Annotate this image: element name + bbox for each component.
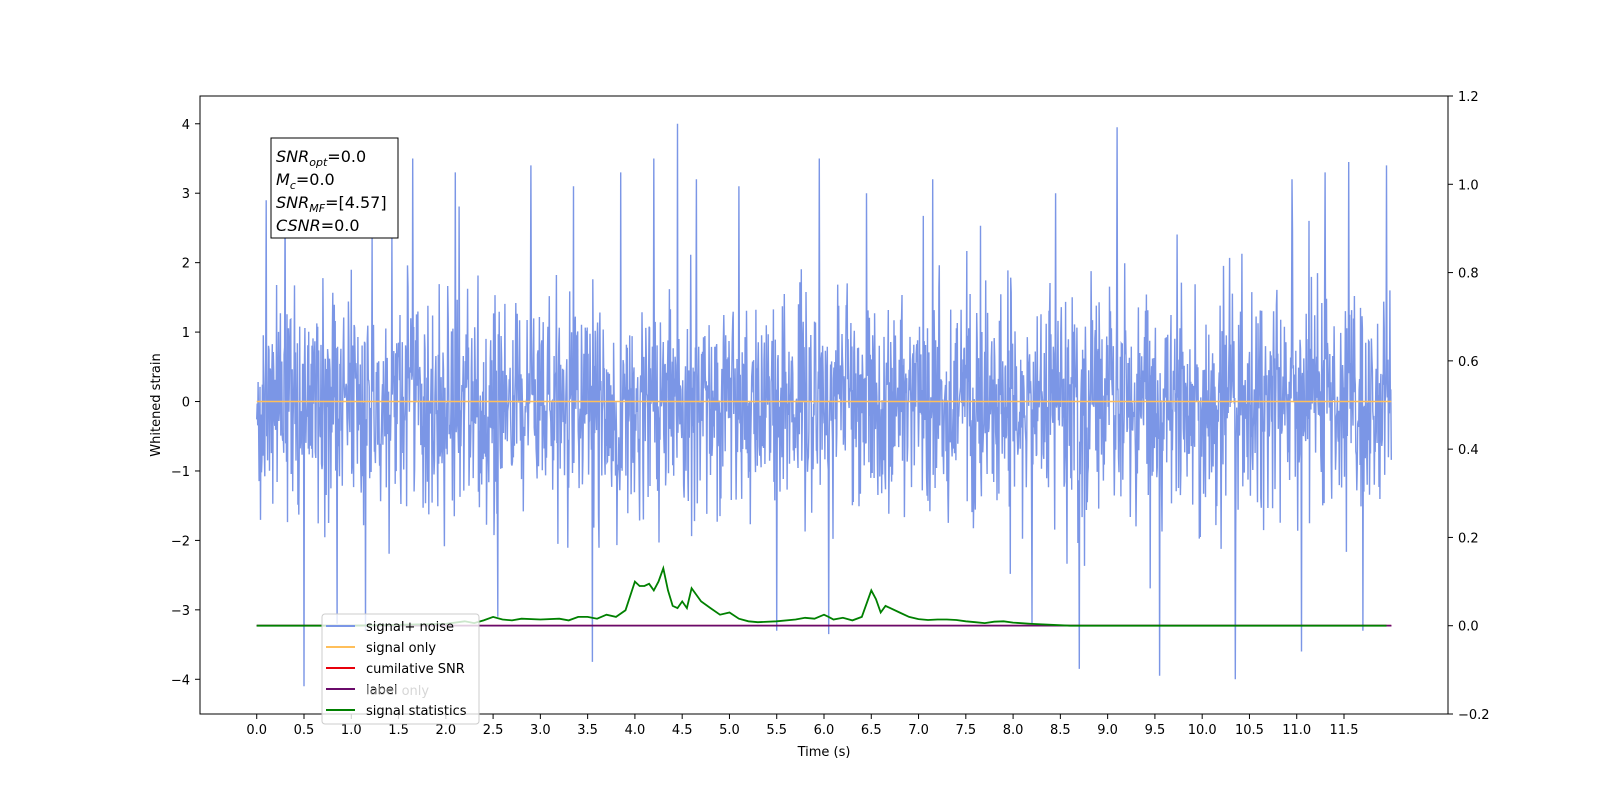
y2-tick-label: 0.8 <box>1458 267 1479 282</box>
annotation-line: SNRopt=0.0 <box>276 147 366 169</box>
y-axis-label: Whitened strain <box>149 353 164 456</box>
series-signal-statistics-line <box>256 565 1387 627</box>
x-tick-label: 0.0 <box>246 723 267 738</box>
y-tick-label: 1 <box>182 326 190 341</box>
x-tick-label: 0.5 <box>294 723 315 738</box>
y2-tick-label: 1.2 <box>1458 90 1479 105</box>
x-tick-label: 11.0 <box>1282 723 1311 738</box>
x-tick-label: 9.5 <box>1145 723 1166 738</box>
x-tick-label: 4.5 <box>672 723 693 738</box>
y-axis-right: 1.2 1.0 0.8 0.6 0.4 0.2 0.0 −0.2 <box>1448 90 1490 723</box>
legend-label-label: label <box>366 683 397 698</box>
y-tick-label: 4 <box>182 118 190 133</box>
x-tick-label: 8.5 <box>1050 723 1071 738</box>
y-tick-label: −4 <box>171 673 190 688</box>
y2-tick-label: −0.2 <box>1458 708 1490 723</box>
legend-label-label-only: label only <box>366 684 429 699</box>
legend-label-signal-only: signal only <box>366 641 436 656</box>
x-tick-label: 9.0 <box>1097 723 1118 738</box>
legend-label-signal-noise: signal+ noise <box>366 620 454 635</box>
x-tick-label: 2.5 <box>483 723 504 738</box>
x-axis-label: Time (s) <box>797 745 851 760</box>
x-tick-label: 2.0 <box>435 723 456 738</box>
legend-label-cumilative-snr: cumilative SNR <box>366 662 465 677</box>
y-axis-left: 4 3 2 1 0 −1 −2 −3 −4 <box>171 118 200 688</box>
x-tick-label: 7.0 <box>908 723 929 738</box>
y-tick-label: −1 <box>171 465 190 480</box>
y-tick-label: 3 <box>182 187 190 202</box>
x-tick-label: 6.5 <box>861 723 882 738</box>
plot-area <box>256 123 1392 687</box>
x-tick-label: 4.0 <box>625 723 646 738</box>
y-tick-label: 0 <box>182 396 190 411</box>
y2-tick-label: 0.6 <box>1458 355 1479 370</box>
x-axis: 0.0 0.5 1.0 1.5 2.0 2.5 3.0 3.5 4.0 4.5 5.0 5.5 6.0 6… <box>246 714 1358 738</box>
x-tick-label: 8.0 <box>1003 723 1024 738</box>
y-tick-label: 2 <box>182 257 190 272</box>
annotation-line: SNRMF=[4.57] <box>276 193 387 215</box>
series-signal-noise-line <box>256 123 1392 687</box>
y2-tick-label: 0.2 <box>1458 531 1479 546</box>
y2-tick-label: 1.0 <box>1458 178 1479 193</box>
legend: signal+ noise signal only cumilative SNR la… <box>321 613 480 725</box>
y2-tick-label: 0.0 <box>1458 620 1479 635</box>
x-tick-label: 3.0 <box>530 723 551 738</box>
y-tick-label: −3 <box>171 604 190 619</box>
x-tick-label: 3.5 <box>577 723 598 738</box>
annotation-line: Mc=0.0 <box>276 170 335 192</box>
x-tick-label: 10.0 <box>1188 723 1217 738</box>
legend-label-signal-statistics: signal statistics <box>366 704 467 719</box>
x-tick-label: 6.0 <box>814 723 835 738</box>
x-tick-label: 1.5 <box>388 723 409 738</box>
annotation-line: CSNR=0.0 <box>276 216 360 235</box>
x-tick-label: 5.0 <box>719 723 740 738</box>
y2-tick-label: 0.4 <box>1458 443 1479 458</box>
x-tick-label: 7.5 <box>955 723 976 738</box>
x-tick-label: 10.5 <box>1235 723 1264 738</box>
x-tick-label: 5.5 <box>766 723 787 738</box>
y-tick-label: −2 <box>171 534 190 549</box>
x-tick-label: 1.0 <box>341 723 362 738</box>
x-tick-label: 11.5 <box>1330 723 1359 738</box>
